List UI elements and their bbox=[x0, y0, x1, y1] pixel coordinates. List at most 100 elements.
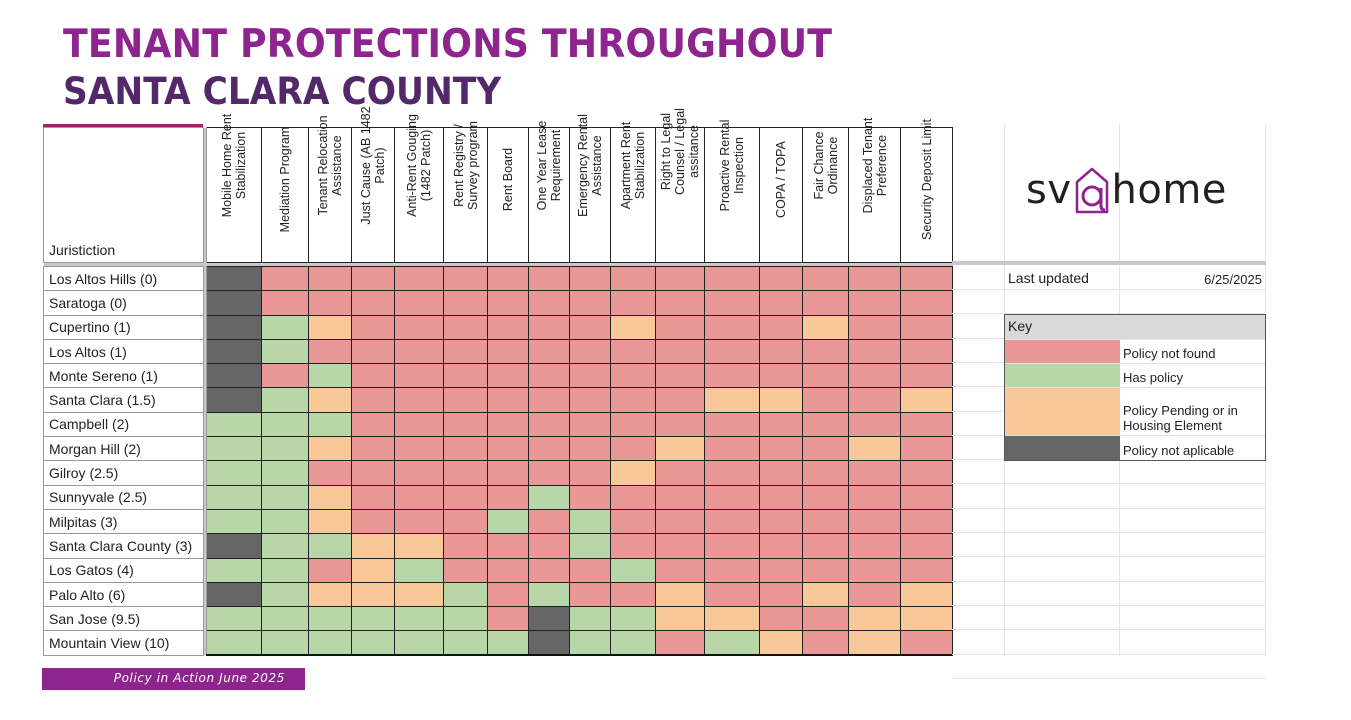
status-cell bbox=[443, 387, 488, 413]
status-cell bbox=[394, 630, 444, 657]
column-header-label: Mediation Program bbox=[278, 126, 292, 233]
status-cell bbox=[351, 265, 395, 292]
status-cell bbox=[443, 314, 488, 340]
status-cell bbox=[206, 363, 262, 389]
status-cell bbox=[487, 363, 529, 389]
status-cell bbox=[261, 508, 309, 535]
status-cell bbox=[802, 581, 849, 608]
status-cell bbox=[308, 460, 352, 486]
sheet-gridline bbox=[952, 677, 1266, 679]
legend-item: Policy Pending or in Housing Element bbox=[1005, 388, 1265, 436]
status-cell bbox=[704, 533, 760, 559]
status-cell bbox=[900, 436, 953, 462]
jurisdiction-cell: Los Altos (1) bbox=[43, 338, 204, 365]
status-cell bbox=[443, 508, 488, 535]
column-header-label: Apartment Rent Stabilization bbox=[619, 121, 647, 210]
status-cell bbox=[308, 508, 352, 535]
sheet-gridline bbox=[952, 653, 1266, 655]
status-cell bbox=[759, 533, 803, 559]
column-header-label: Security Deposit Limit bbox=[919, 119, 934, 240]
status-cell bbox=[351, 411, 395, 438]
status-cell bbox=[443, 363, 488, 389]
page-title-line1: TENANT PROTECTIONS THROUGHOUT bbox=[63, 22, 833, 67]
jurisdiction-cell: San Jose (9.5) bbox=[43, 606, 204, 632]
status-cell bbox=[206, 460, 262, 486]
status-cell bbox=[900, 314, 953, 340]
column-header: Rent Board bbox=[487, 127, 529, 263]
status-cell bbox=[655, 508, 705, 535]
status-cell bbox=[848, 581, 901, 608]
status-cell bbox=[487, 265, 529, 292]
status-cell bbox=[206, 314, 262, 340]
legend-label: Policy not found bbox=[1120, 340, 1265, 363]
status-cell bbox=[351, 314, 395, 340]
status-cell bbox=[610, 508, 656, 535]
status-cell bbox=[655, 606, 705, 632]
status-cell bbox=[528, 630, 570, 657]
status-cell bbox=[206, 387, 262, 413]
status-cell bbox=[848, 265, 901, 292]
protections-table: Juristiction Mobile Home Rent Stabilizat… bbox=[43, 106, 953, 657]
status-cell bbox=[655, 387, 705, 413]
status-cell bbox=[569, 363, 611, 389]
status-cell bbox=[848, 387, 901, 413]
status-cell bbox=[261, 606, 309, 632]
status-cell bbox=[308, 411, 352, 438]
status-cell bbox=[308, 436, 352, 462]
status-cell bbox=[394, 581, 444, 608]
status-cell bbox=[308, 290, 352, 316]
status-cell bbox=[206, 630, 262, 657]
column-header-label: Tenant Relocation Assistance bbox=[316, 115, 344, 216]
status-cell bbox=[261, 581, 309, 608]
status-cell bbox=[759, 508, 803, 535]
status-cell bbox=[308, 314, 352, 340]
status-cell bbox=[394, 533, 444, 559]
status-cell bbox=[487, 508, 529, 535]
header-separator bbox=[43, 262, 953, 267]
status-cell bbox=[351, 436, 395, 462]
svhome-logo: sv home bbox=[1026, 166, 1227, 214]
status-cell bbox=[704, 338, 760, 365]
status-cell bbox=[610, 387, 656, 413]
column-header-label: Proactive Rental Inspection bbox=[718, 119, 746, 212]
status-cell bbox=[261, 460, 309, 486]
status-cell bbox=[308, 387, 352, 413]
status-cell bbox=[206, 606, 262, 632]
table-row: Los Gatos (4) bbox=[43, 557, 953, 583]
status-cell bbox=[900, 338, 953, 365]
table-row: Santa Clara County (3) bbox=[43, 533, 953, 559]
status-cell bbox=[802, 411, 849, 438]
status-cell bbox=[351, 387, 395, 413]
sheet-gridline bbox=[952, 313, 1266, 315]
status-cell bbox=[802, 460, 849, 486]
status-cell bbox=[206, 338, 262, 365]
status-cell bbox=[351, 581, 395, 608]
sheet-gridline bbox=[952, 580, 1266, 582]
status-cell bbox=[655, 581, 705, 608]
table-row: Saratoga (0) bbox=[43, 290, 953, 316]
status-cell bbox=[487, 557, 529, 583]
status-cell bbox=[206, 533, 262, 559]
status-cell bbox=[704, 460, 760, 486]
status-cell bbox=[569, 436, 611, 462]
status-cell bbox=[443, 533, 488, 559]
jurisdiction-cell: Gilroy (2.5) bbox=[43, 460, 204, 486]
status-cell bbox=[655, 411, 705, 438]
status-cell bbox=[610, 314, 656, 340]
status-cell bbox=[261, 265, 309, 292]
status-cell bbox=[351, 338, 395, 365]
page-title-line2: SANTA CLARA COUNTY bbox=[63, 70, 502, 113]
status-cell bbox=[655, 338, 705, 365]
status-cell bbox=[704, 508, 760, 535]
table-row: San Jose (9.5) bbox=[43, 606, 953, 632]
table-row: Campbell (2) bbox=[43, 411, 953, 438]
status-cell bbox=[261, 314, 309, 340]
status-cell bbox=[848, 436, 901, 462]
status-cell bbox=[206, 265, 262, 292]
status-cell bbox=[569, 314, 611, 340]
status-cell bbox=[206, 436, 262, 462]
sheet-gridline bbox=[952, 532, 1266, 533]
status-cell bbox=[610, 581, 656, 608]
status-cell bbox=[487, 606, 529, 632]
legend-item: Policy not found bbox=[1005, 340, 1265, 364]
